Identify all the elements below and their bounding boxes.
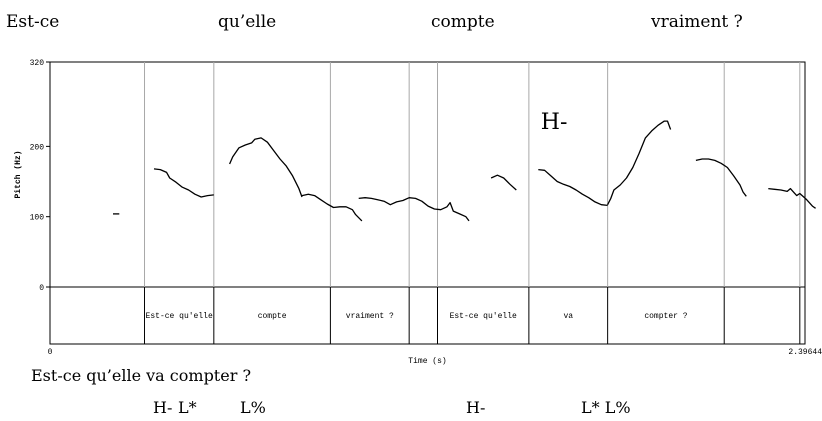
top-words: Est-ce qu’elle compte vraiment ? bbox=[6, 12, 743, 32]
segment-boundaries bbox=[144, 62, 801, 344]
x-axis-label: Time (s) bbox=[408, 357, 446, 366]
pitch-curve bbox=[607, 120, 672, 205]
y-tick-label: 200 bbox=[30, 143, 45, 152]
pitch-curve bbox=[695, 158, 747, 197]
x-ticks: 0 2.39644 bbox=[48, 348, 822, 357]
top-word: Est-ce bbox=[6, 12, 59, 32]
segment-label: compter ? bbox=[644, 312, 687, 321]
pitch-curve bbox=[768, 187, 816, 209]
segment-label: vraiment ? bbox=[346, 312, 394, 321]
y-ticks: 0 100 200 320 bbox=[30, 59, 50, 293]
y-axis-label: Pitch (Hz) bbox=[14, 150, 23, 198]
pitch-curves bbox=[113, 120, 816, 222]
tone-label: L* L% bbox=[581, 398, 631, 417]
y-tick-label: 100 bbox=[30, 214, 45, 223]
segment-label: Est-ce qu'elle bbox=[146, 312, 213, 321]
tone-labels: H- L* L% H- L* L% bbox=[153, 398, 631, 417]
top-word: qu’elle bbox=[218, 12, 276, 32]
tone-label: H- bbox=[466, 398, 485, 417]
top-word: vraiment ? bbox=[650, 12, 743, 32]
plot-frame bbox=[49, 61, 806, 345]
y-tick-label: 0 bbox=[39, 284, 44, 293]
segment-label: va bbox=[563, 312, 573, 321]
pitch-curve bbox=[301, 193, 363, 222]
y-tick-label: 320 bbox=[30, 59, 45, 68]
segment-label: compte bbox=[258, 312, 287, 321]
chart-annotation: H- bbox=[541, 110, 568, 135]
pitch-curve bbox=[229, 137, 303, 198]
pitch-curve bbox=[153, 168, 214, 198]
tone-label: H- bbox=[153, 398, 172, 417]
pitch-curve bbox=[538, 168, 608, 207]
tone-label: L* bbox=[178, 398, 197, 417]
bottom-sentence: Est-ce qu’elle va compter ? bbox=[31, 366, 251, 385]
pitch-chart: 0 100 200 320 Est-ce qu'elle compte vraiment … bbox=[14, 59, 822, 366]
segment-labels: Est-ce qu'elle compte vraiment ? Est-ce qu'… bbox=[146, 312, 688, 321]
tone-label: L% bbox=[240, 398, 266, 417]
pitch-curve bbox=[358, 197, 470, 222]
x-tick-label: 0 bbox=[48, 348, 53, 357]
pitch-curve bbox=[490, 174, 517, 191]
x-tick-label: 2.39644 bbox=[788, 348, 822, 357]
top-word: compte bbox=[431, 12, 495, 32]
segment-label: Est-ce qu'elle bbox=[450, 312, 517, 321]
